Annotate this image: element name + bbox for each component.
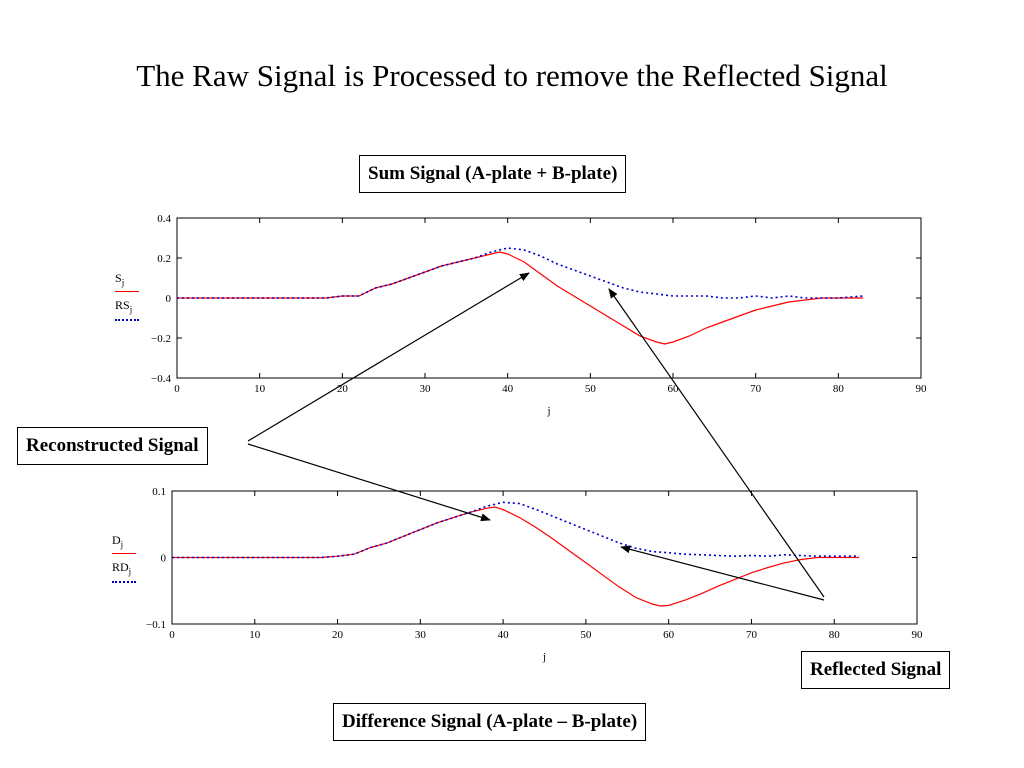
sum-chart-x-tick-label: 70	[750, 383, 762, 395]
difference-chart-x-tick-label: 10	[249, 629, 261, 641]
difference-chart-x-tick-label: 70	[746, 629, 758, 641]
sum-chart-x-tick-label: 40	[502, 383, 514, 395]
sum-chart-series-rs-line	[177, 247, 864, 299]
sum-chart-x-tick-label: 80	[833, 383, 845, 395]
legend-item-d: Dj	[112, 533, 124, 550]
arrow-reflected-to-sum	[608, 288, 825, 598]
arrow-reflected-to-difference	[620, 545, 825, 601]
slide-title: The Raw Signal is Processed to remove th…	[136, 58, 888, 93]
sum-chart-y-tick-label: −0.4	[151, 373, 171, 385]
difference-chart-x-tick-label: 60	[663, 629, 675, 641]
difference-chart-x-tick-label: 30	[415, 629, 427, 641]
legend-bottom: Dj RDj	[112, 533, 136, 589]
difference-chart-y-tick-label: −0.1	[146, 619, 166, 631]
reconstructed-signal-label: Reconstructed Signal	[17, 427, 208, 465]
legend-top: Sj RSj	[115, 271, 139, 327]
difference-chart-x-axis-label: j	[542, 651, 546, 663]
difference-chart-y-tick-label: 0	[161, 553, 167, 565]
sum-chart-y-tick-label: 0	[166, 293, 172, 305]
sum-chart-y-tick-label: −0.2	[151, 333, 171, 345]
legend-swatch-d	[112, 553, 136, 555]
difference-chart-x-tick-label: 20	[332, 629, 344, 641]
sum-chart-x-tick-label: 60	[668, 383, 680, 395]
sum-chart-x-tick-label: 30	[420, 383, 432, 395]
difference-chart-x-tick-label: 50	[580, 629, 592, 641]
difference-chart-x-tick-label: 80	[829, 629, 841, 641]
arrow-reconstructed-to-difference	[247, 443, 491, 522]
sum-chart-x-tick-label: 20	[337, 383, 349, 395]
legend-item-rs: RSj	[115, 298, 133, 315]
difference-chart-x-tick-label: 40	[498, 629, 510, 641]
difference-chart-y-tick-label: 0.1	[152, 486, 166, 498]
legend-item-s: Sj	[115, 271, 125, 288]
difference-chart-x-tick-label: 90	[912, 629, 924, 641]
legend-swatch-rd	[112, 580, 136, 583]
sum-chart-x-axis-label: j	[546, 405, 550, 417]
sum-chart-y-tick-label: 0.2	[157, 253, 171, 265]
sum-chart-series-s-line	[177, 251, 864, 345]
arrow-reconstructed-to-sum	[247, 272, 530, 442]
legend-item-rd: RDj	[112, 560, 132, 577]
difference-signal-chart: 0 10 20 30 40 50 60 70 80 900.10−0.1j	[146, 486, 923, 663]
difference-chart-x-tick-label: 0	[169, 629, 175, 641]
sum-chart-x-tick-label: 90	[916, 383, 928, 395]
sum-chart-x-tick-label: 0	[174, 383, 180, 395]
legend-swatch-s	[115, 291, 139, 293]
sum-chart-y-tick-label: 0.4	[157, 213, 171, 225]
annotation-arrows	[247, 272, 825, 601]
sum-signal-label: Sum Signal (A-plate + B-plate)	[359, 155, 627, 193]
sum-chart-x-tick-label: 50	[585, 383, 597, 395]
sum-chart-x-tick-label: 10	[254, 383, 266, 395]
reflected-signal-label: Reflected Signal	[801, 651, 951, 689]
difference-signal-label: Difference Signal (A-plate – B-plate)	[333, 703, 647, 741]
sum-signal-chart: 0 10 20 30 40 50 60 70 80 90 0.4 0.2 0 −0.2 −0.4 j	[151, 213, 927, 417]
difference-chart-series-d-line	[172, 506, 860, 607]
legend-swatch-rs	[115, 318, 139, 321]
difference-chart-series-rd-line	[172, 501, 860, 559]
